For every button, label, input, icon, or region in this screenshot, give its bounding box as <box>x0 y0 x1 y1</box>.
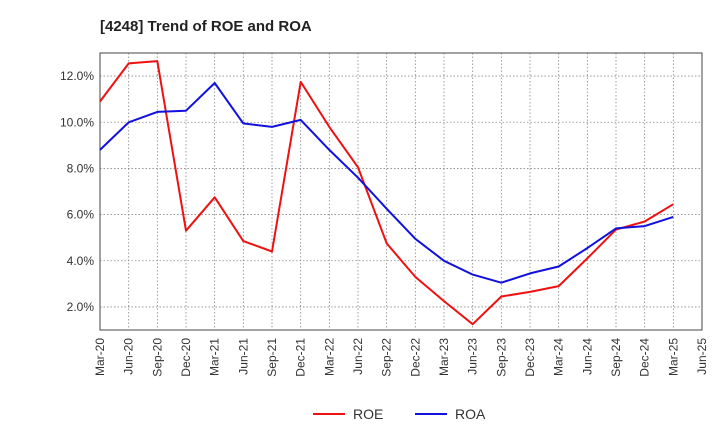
plot-background <box>100 53 702 330</box>
y-tick-label: 2.0% <box>67 300 95 314</box>
legend-item-roe: ROE <box>313 406 383 422</box>
x-tick-label: Mar-20 <box>93 338 107 376</box>
x-tick-label: Dec-24 <box>638 338 652 377</box>
x-tick-label: Mar-21 <box>208 338 222 376</box>
x-tick-label: Dec-20 <box>179 338 193 377</box>
chart-title: [4248] Trend of ROE and ROA <box>100 18 312 35</box>
legend: ROE ROA <box>313 406 486 422</box>
y-tick-label: 8.0% <box>67 161 95 175</box>
x-tick-label: Jun-21 <box>236 338 250 375</box>
x-tick-label: Sep-20 <box>150 338 164 377</box>
series-line-roe <box>99 60 674 326</box>
x-tick-label: Jun-23 <box>466 338 480 375</box>
series-line-roa <box>99 82 674 284</box>
x-tick-label: Dec-21 <box>294 338 308 377</box>
x-tick-label: Mar-25 <box>666 338 680 376</box>
x-tick-label: Mar-22 <box>322 338 336 376</box>
x-tick-label: Mar-24 <box>552 338 566 376</box>
x-tick-label: Jun-24 <box>580 338 594 375</box>
x-tick-label: Dec-22 <box>408 338 422 377</box>
plot-frame <box>99 52 703 331</box>
plot-area: 2.0% 4.0% 6.0% 8.0% 10.0% 12.0% Mar-20 Jun-20 Se… <box>60 52 709 377</box>
y-tick-label: 12.0% <box>60 69 94 83</box>
x-tick-label: Jun-22 <box>351 338 365 375</box>
legend-item-roa: ROA <box>415 406 486 422</box>
legend-label-roa: ROA <box>455 406 486 422</box>
x-tick-label: Jun-25 <box>695 338 709 375</box>
x-tick-label: Jun-20 <box>122 338 136 375</box>
y-tick-label: 4.0% <box>67 254 95 268</box>
x-tick-label: Mar-23 <box>437 338 451 376</box>
y-tick-label: 6.0% <box>67 208 95 222</box>
x-tick-label: Dec-23 <box>523 338 537 377</box>
y-tick-label: 10.0% <box>60 115 94 129</box>
x-tick-label: Sep-21 <box>265 338 279 377</box>
x-tick-label: Sep-23 <box>494 338 508 377</box>
x-tick-label: Sep-22 <box>380 338 394 377</box>
legend-label-roe: ROE <box>353 406 383 422</box>
x-tick-label: Sep-24 <box>609 338 623 377</box>
